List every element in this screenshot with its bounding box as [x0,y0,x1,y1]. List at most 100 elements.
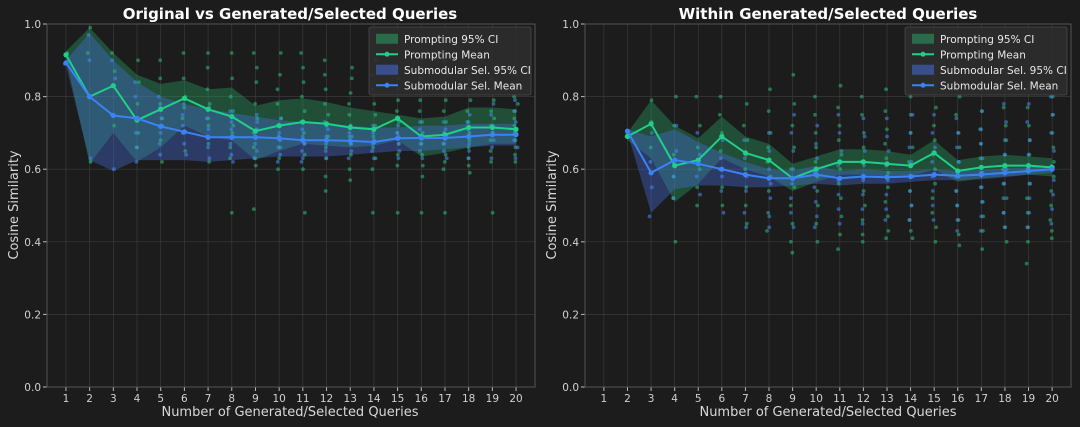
data-point [513,98,517,103]
mean-marker [205,106,211,112]
data-point [395,163,400,168]
x-tick-label: 17 [975,393,988,405]
mean-marker [978,172,984,178]
data-point [370,149,374,153]
data-point [302,141,307,146]
data-point [301,80,306,84]
mean-marker [695,157,701,163]
x-tick-label: 15 [927,393,940,405]
data-point [839,196,843,201]
legend-label: Submodular Sel. Mean [940,80,1058,92]
data-point [251,51,256,55]
mean-line-prompting [624,121,1055,181]
data-point [839,152,844,157]
data-point [417,109,422,113]
data-point [420,174,425,179]
data-point [420,131,425,135]
data-point [812,185,817,190]
x-tick-label: 2 [86,393,93,405]
y-axis-label: Cosine Similarity [7,150,22,260]
ci-band-submodular [66,33,516,171]
data-point [300,94,304,99]
data-point [860,232,865,237]
data-point [720,185,724,190]
data-point [1049,131,1054,135]
data-point [110,58,114,63]
data-point [207,102,212,106]
data-point [88,25,93,30]
legend-marker [920,82,926,88]
legend-label: Submodular Sel. Mean [404,80,522,92]
data-point [396,123,400,128]
mean-marker [205,134,211,140]
data-point [933,181,937,186]
data-point [767,225,772,230]
data-point [302,152,307,157]
mean-marker [371,126,377,132]
data-point [323,174,328,179]
data-point [160,160,164,164]
data-point [884,192,889,197]
legend-label: Prompting 95% CI [940,34,1034,46]
data-point [1004,120,1008,124]
data-point [275,102,280,106]
data-point [112,123,116,128]
data-point [276,145,281,150]
mean-marker [908,173,914,180]
data-point [671,152,676,157]
data-point [813,112,817,117]
y-tick-label: 1.0 [562,19,579,31]
data-point [839,149,844,153]
data-point [671,174,676,179]
data-point [979,185,984,190]
axes-frame [46,23,536,388]
data-point [279,116,283,121]
data-point [158,76,163,81]
data-point [182,102,186,106]
data-point [790,123,795,128]
data-point [813,131,818,135]
x-tick-label: 1 [63,393,70,405]
x-tick-label: 20 [509,393,522,405]
data-point [884,156,889,161]
data-point [1051,112,1055,117]
data-point [322,72,327,77]
data-point [812,225,817,230]
data-point [207,156,212,161]
mean-marker [158,106,164,112]
data-point [395,109,399,113]
data-point [158,152,163,157]
y-tick-label: 0.2 [562,309,579,321]
data-point [1001,102,1006,106]
data-point [698,192,702,197]
mean-marker [648,170,654,176]
x-tick-label: 5 [695,393,702,405]
data-point [326,112,331,117]
mean-marker [323,137,330,143]
data-point [322,58,327,63]
data-point [860,218,865,222]
data-point [1027,123,1031,128]
data-point [814,214,819,219]
data-point [347,131,352,135]
data-point [183,149,188,153]
data-point [909,160,914,164]
data-point [674,149,679,153]
mean-marker [371,139,377,145]
mean-marker [813,166,819,172]
x-axis-label: Number of Generated/Selected Queries [699,405,956,420]
data-point [255,120,260,124]
data-point [441,109,446,113]
data-point [396,98,400,103]
data-point [910,145,915,150]
legend: Prompting 95% CI Prompting Mean Submodular… [904,26,1068,96]
data-point [134,145,139,150]
data-point [860,207,865,212]
y-tick-label: 0.4 [562,237,579,249]
data-point [373,112,378,117]
data-point [1049,221,1054,226]
data-point [766,145,771,150]
data-point [512,123,517,128]
data-point [299,51,303,55]
data-point [254,65,259,70]
